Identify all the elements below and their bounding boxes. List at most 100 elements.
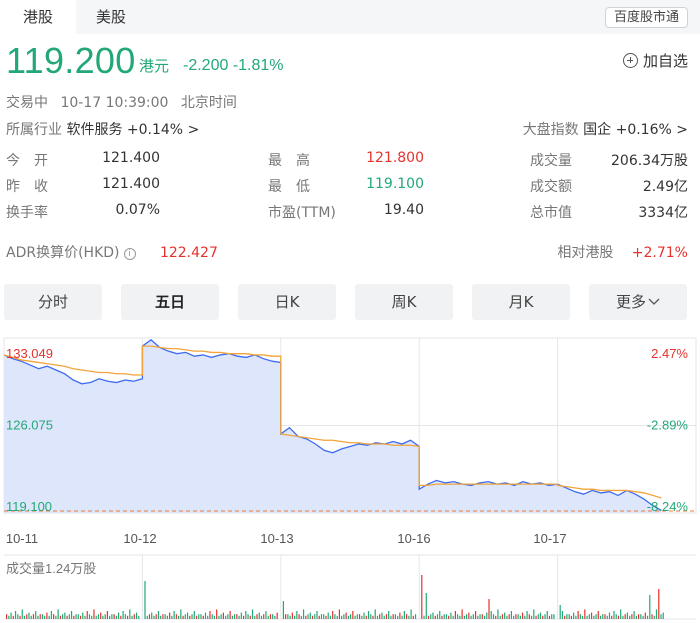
volume-bar xyxy=(517,614,519,619)
volume-bar xyxy=(570,615,572,619)
volume-bar xyxy=(32,614,35,619)
volume-bar xyxy=(421,575,423,619)
volume-bar xyxy=(423,615,425,619)
volume-bar xyxy=(41,614,44,619)
price-area xyxy=(4,339,662,513)
volume-bar xyxy=(403,611,405,619)
five-day-chart[interactable]: 133.049 126.075 119.100 2.47% -2.89% -8.24% 10… xyxy=(0,333,700,623)
volume-bar xyxy=(501,614,504,619)
volume-bar xyxy=(245,611,247,619)
tab-daily-k[interactable]: 日K xyxy=(238,284,336,320)
volume-bar xyxy=(561,611,564,619)
x-tick-label: 10-11 xyxy=(6,531,38,546)
tab-hk-stock[interactable]: 港股 xyxy=(0,0,76,34)
stat-label: 成交量 xyxy=(530,153,572,169)
adr-label: ADR换算价(HKD) xyxy=(6,245,120,261)
volume-bar xyxy=(457,614,459,619)
tab-us-stock[interactable]: 美股 xyxy=(76,0,146,34)
add-watchlist-button[interactable]: 加自选 xyxy=(622,50,688,71)
volume-bar xyxy=(388,611,390,619)
volume-bar xyxy=(169,612,171,619)
volume-bar xyxy=(75,614,77,619)
volume-bar xyxy=(124,614,126,619)
volume-bar xyxy=(296,611,298,619)
tab-label: 分时 xyxy=(37,293,68,311)
volume-bar xyxy=(291,612,293,619)
index-link[interactable]: 大盘指数 国企 +0.16% > xyxy=(523,119,688,139)
volume-bar xyxy=(631,614,633,619)
volume-bar xyxy=(50,611,52,619)
volume-bar xyxy=(347,615,349,619)
volume-bar xyxy=(341,615,343,619)
volume-bar xyxy=(472,614,474,619)
tab-more[interactable]: 更多 xyxy=(589,284,687,320)
volume-bar xyxy=(316,611,318,619)
status-text: 交易中 xyxy=(6,95,48,111)
stat-value: 206.34万股 xyxy=(611,153,688,169)
volume-bar xyxy=(276,612,278,619)
volume-bar xyxy=(381,612,383,619)
volume-bar xyxy=(238,615,240,619)
volume-bar xyxy=(220,614,222,619)
volume-bar xyxy=(620,609,622,619)
stat-value: 121.400 xyxy=(102,150,160,166)
volume-bar xyxy=(515,614,517,619)
volume-bar xyxy=(46,612,48,619)
volume-bar xyxy=(115,615,117,619)
volume-bar xyxy=(606,615,608,619)
volume-bar xyxy=(300,615,302,619)
volume-bar xyxy=(191,614,193,619)
industry-label: 所属行业 xyxy=(6,122,62,138)
volume-bar xyxy=(162,614,164,619)
stat-label: 成交额 xyxy=(530,179,572,195)
tab-monthly-k[interactable]: 月K xyxy=(472,284,570,320)
stat-label: 市盈(TTM) xyxy=(268,205,336,221)
volume-bar xyxy=(481,614,483,619)
volume-bar xyxy=(436,614,439,619)
volume-bar xyxy=(390,615,392,619)
volume-bar xyxy=(535,615,537,619)
tab-intraday[interactable]: 分时 xyxy=(4,284,102,320)
volume-bar xyxy=(274,615,276,619)
index-name: 国企 xyxy=(583,122,612,138)
stats-row: 昨 收 121.400 最 低 119.100 成交额 2.49亿 xyxy=(0,176,700,202)
volume-bar xyxy=(508,614,510,619)
x-tick-label: 10-12 xyxy=(123,531,156,546)
volume-bar xyxy=(263,614,265,619)
volume-bar xyxy=(305,615,307,619)
volume-bar xyxy=(367,611,370,619)
volume-bar xyxy=(202,615,204,619)
baidu-stock-button[interactable]: 百度股市通 xyxy=(604,7,688,28)
volume-bar xyxy=(376,615,379,619)
y-tick-label-left: 126.075 xyxy=(6,418,53,433)
volume-bar xyxy=(486,612,488,619)
tab-five-day[interactable]: 五日 xyxy=(121,284,219,320)
index-change: +0.16% xyxy=(615,122,672,138)
volume-bar xyxy=(231,615,233,619)
tab-weekly-k[interactable]: 周K xyxy=(355,284,453,320)
volume-bar xyxy=(533,609,535,619)
volume-bar xyxy=(577,611,579,619)
relative-label: 相对港股 xyxy=(557,245,614,261)
volume-bar xyxy=(126,615,129,619)
info-icon[interactable]: i xyxy=(123,248,136,260)
volume-bar xyxy=(198,614,200,619)
volume-bar xyxy=(265,611,267,619)
volume-bar xyxy=(216,609,218,619)
volume-bar xyxy=(318,615,320,619)
volume-bar xyxy=(410,609,412,619)
volume-bar xyxy=(48,615,50,619)
volume-bar xyxy=(8,615,10,619)
y-tick-label-right: -8.24% xyxy=(647,499,689,514)
volume-bar xyxy=(234,614,236,619)
volume-bar xyxy=(311,615,314,619)
volume-bar xyxy=(579,614,581,619)
adr-price: ADR换算价(HKD) i 122.427 xyxy=(6,242,218,262)
volume-bar xyxy=(247,614,249,619)
industry-link[interactable]: 所属行业 软件服务 +0.14% > xyxy=(6,119,199,139)
volume-bar xyxy=(383,615,385,619)
volume-bar xyxy=(488,599,490,619)
volume-bar xyxy=(425,593,427,619)
volume-bar xyxy=(443,614,445,619)
volume-bar xyxy=(635,615,637,619)
